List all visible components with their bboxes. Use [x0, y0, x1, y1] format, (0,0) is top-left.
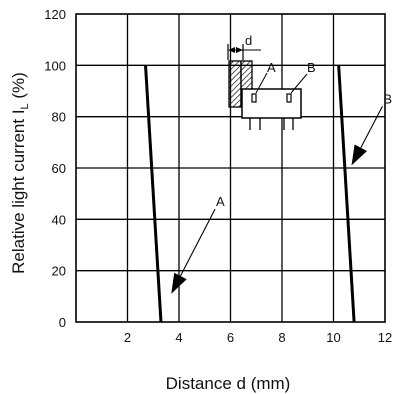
inset-label-a: A	[267, 60, 276, 75]
x-tick-label: 8	[278, 330, 285, 345]
x-axis-label: Distance d (mm)	[166, 374, 291, 393]
y-tick-label: 0	[59, 315, 66, 330]
annotation-arrowhead-b	[351, 144, 368, 166]
annotation-label-a: A	[216, 194, 225, 209]
series-line-a	[144, 65, 163, 323]
x-tick-label: 4	[175, 330, 182, 345]
x-tick-label: 10	[326, 330, 340, 345]
dimension-arrowhead-left	[228, 47, 235, 53]
annotations: AB	[171, 91, 392, 294]
x-tick-label: 6	[227, 330, 234, 345]
window-a	[251, 93, 257, 103]
y-axis-label-subscript: L	[19, 103, 31, 109]
y-tick-label: 20	[52, 264, 66, 279]
y-axis-label: Relative light current IL (%)	[9, 72, 31, 274]
x-tick-label: 12	[378, 330, 392, 345]
y-axis-label-unit: (%)	[9, 72, 28, 103]
leader-b	[290, 73, 308, 94]
sensor-inset-diagram: d A B	[227, 33, 316, 130]
y-tick-label: 80	[52, 110, 66, 125]
inset-label-b: B	[307, 60, 316, 75]
annotation-line-b	[360, 106, 383, 148]
series-line-b	[337, 65, 356, 323]
grid	[76, 14, 385, 322]
window-b	[286, 93, 292, 103]
x-tick-label: 2	[124, 330, 131, 345]
leader-a	[255, 72, 268, 94]
sensor-body	[241, 88, 302, 119]
plot-frame	[75, 13, 386, 323]
y-tick-label: 40	[52, 212, 66, 227]
y-tick-label: 60	[52, 161, 66, 176]
annotation-label-b: B	[383, 91, 392, 106]
dimension-arrowhead-right	[236, 47, 243, 53]
annotation-arrowhead-a	[171, 272, 187, 294]
dimension-label: d	[245, 33, 252, 48]
annotation-line-a	[179, 208, 216, 277]
y-tick-label: 120	[44, 7, 66, 22]
data-series	[144, 65, 356, 323]
y-tick-label: 100	[44, 58, 66, 73]
